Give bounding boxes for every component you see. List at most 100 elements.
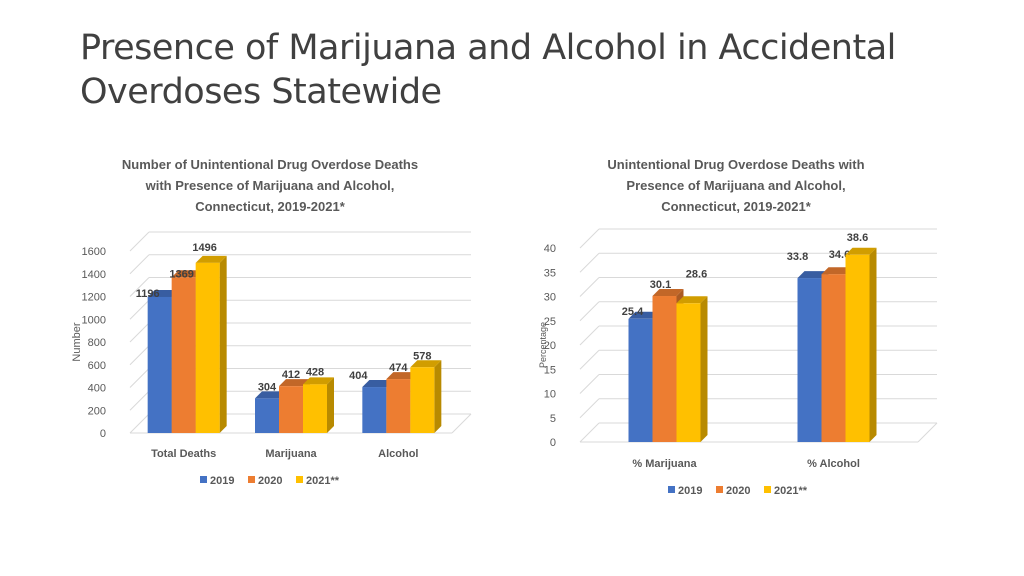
data-label: 1369 (169, 268, 193, 280)
bar-side-2021**-Total Deaths (219, 255, 227, 433)
bar-2021**-Marijuana (303, 384, 327, 433)
bar-2021**-Total Deaths (195, 262, 220, 433)
y-tick-label: 800 (88, 337, 106, 349)
bar-2019-Marijuana (255, 398, 279, 433)
x-axis-floor-side (917, 422, 938, 443)
legend-label: 2021** (774, 485, 808, 497)
x-axis-floor-side (451, 413, 472, 434)
data-label: 25.4 (622, 306, 644, 318)
gridline-side (129, 322, 150, 343)
gridline-side (579, 277, 600, 297)
chart-1-title-line-3: Connecticut, 2019-2021* (195, 199, 345, 214)
slide-title-line-2: Overdoses Statewide (80, 72, 442, 112)
chart-2-title-line-3: Connecticut, 2019-2021* (661, 199, 811, 214)
bar-top-2021**-Marijuana (303, 377, 334, 385)
data-label: 38.6 (847, 232, 868, 244)
gridline-side (129, 368, 150, 388)
bar-top-2019-% Marijuana (628, 311, 660, 319)
bar-2021**-Alcohol (410, 367, 435, 433)
y-tick-label: 0 (100, 428, 106, 440)
bar-top-2020-Marijuana (279, 379, 310, 387)
gridline-side (579, 349, 600, 370)
bar-side-2021**-% Marijuana (700, 296, 708, 442)
y-tick-label: 0 (550, 437, 556, 449)
y-tick-label: 15 (544, 364, 556, 376)
bar-top-2020-Total Deaths (171, 270, 203, 278)
legend-swatch-2020 (716, 486, 723, 493)
y-tick-label: 1400 (82, 269, 106, 281)
data-label: 34.6 (829, 249, 850, 261)
y-tick-label: 35 (544, 267, 556, 279)
data-label: 304 (258, 381, 277, 393)
bar-top-2021**-Total Deaths (195, 255, 227, 263)
x-tick-label: % Alcohol (807, 458, 860, 470)
bar-top-2020-% Marijuana (652, 289, 684, 297)
chart-2-title-line-1: Unintentional Drug Overdose Deaths with (607, 157, 865, 172)
bar-2019-% Alcohol (797, 278, 822, 442)
y-tick-label: 20 (544, 340, 556, 352)
legend-swatch-2021** (764, 486, 771, 493)
bar-side-2021**-% Alcohol (869, 247, 877, 442)
data-label: 33.8 (787, 251, 808, 263)
data-label: 404 (349, 370, 368, 382)
legend-swatch-2019 (200, 476, 207, 483)
gridline-side (579, 252, 600, 273)
data-label: 1196 (136, 288, 160, 300)
data-label: 28.6 (686, 268, 707, 280)
bar-2019-% Marijuana (628, 318, 653, 442)
chart-1-title: Number of Unintentional Drug Overdose De… (80, 154, 460, 217)
bar-top-2020-Alcohol (386, 372, 418, 380)
legend-label: 2021** (306, 475, 340, 487)
y-tick-label: 1200 (82, 292, 106, 304)
bar-top-2019-Marijuana (255, 391, 286, 399)
gridline-side (129, 390, 150, 411)
data-label: 30.1 (650, 279, 671, 291)
bar-top-2021**-% Alcohol (845, 247, 877, 255)
y-tick-label: 5 (550, 413, 556, 425)
chart-1-number-of-deaths: 0 200 400 600 800 1000 1200 1400 1600 Number 1196 1… (71, 231, 472, 487)
bar-side-2021**-Marijuana (327, 377, 334, 433)
bar-side-2021**-Alcohol (434, 360, 442, 433)
bar-top-2021**-% Marijuana (676, 296, 708, 304)
bar-2019-Alcohol (362, 387, 387, 433)
gridline-side (579, 228, 600, 249)
y-tick-label: 600 (88, 360, 106, 372)
gridline-side (129, 254, 150, 275)
data-label: 412 (282, 369, 300, 381)
legend-swatch-2021** (296, 476, 303, 483)
legend-label: 2020 (726, 485, 750, 497)
legend-label: 2019 (210, 475, 234, 487)
bar-2020-Alcohol (386, 379, 411, 433)
gridline-side (579, 374, 600, 394)
slide-title-line-1: Presence of Marijuana and Alcohol in Acc… (80, 28, 896, 68)
bar-top-2021**-Alcohol (410, 360, 442, 368)
bar-2019-Total Deaths (147, 296, 172, 433)
gridline-side (579, 301, 600, 322)
gridline-side (579, 398, 600, 419)
slide-title: Presence of Marijuana and Alcohol in Acc… (80, 26, 980, 114)
y-tick-label: 200 (88, 405, 106, 417)
legend-swatch-2019 (668, 486, 675, 493)
bar-2020-Total Deaths (171, 277, 196, 433)
y-tick-label: 10 (544, 389, 556, 401)
data-label: 474 (389, 362, 408, 374)
gridline-side (129, 277, 150, 297)
data-label: 428 (306, 366, 324, 378)
x-tick-label: Alcohol (378, 448, 418, 460)
bar-top-2019-Alcohol (362, 380, 394, 388)
y-axis-label: Percentage (538, 322, 548, 368)
chart-2-title-line-2: Presence of Marijuana and Alcohol, (626, 178, 846, 193)
gridline-side (129, 299, 150, 320)
gridline-side (129, 413, 150, 434)
y-tick-label: 400 (88, 383, 106, 395)
chart-1-title-line-2: with Presence of Marijuana and Alcohol, (145, 178, 395, 193)
chart-1-title-line-1: Number of Unintentional Drug Overdose De… (121, 157, 419, 172)
bar-top-2020-% Alcohol (821, 267, 853, 275)
legend-label: 2019 (678, 485, 702, 497)
y-tick-label: 1000 (82, 314, 106, 326)
data-label: 1496 (192, 242, 216, 254)
data-label: 578 (413, 350, 431, 362)
bar-top-2019-Total Deaths (147, 289, 179, 297)
gridline-side (579, 422, 600, 443)
